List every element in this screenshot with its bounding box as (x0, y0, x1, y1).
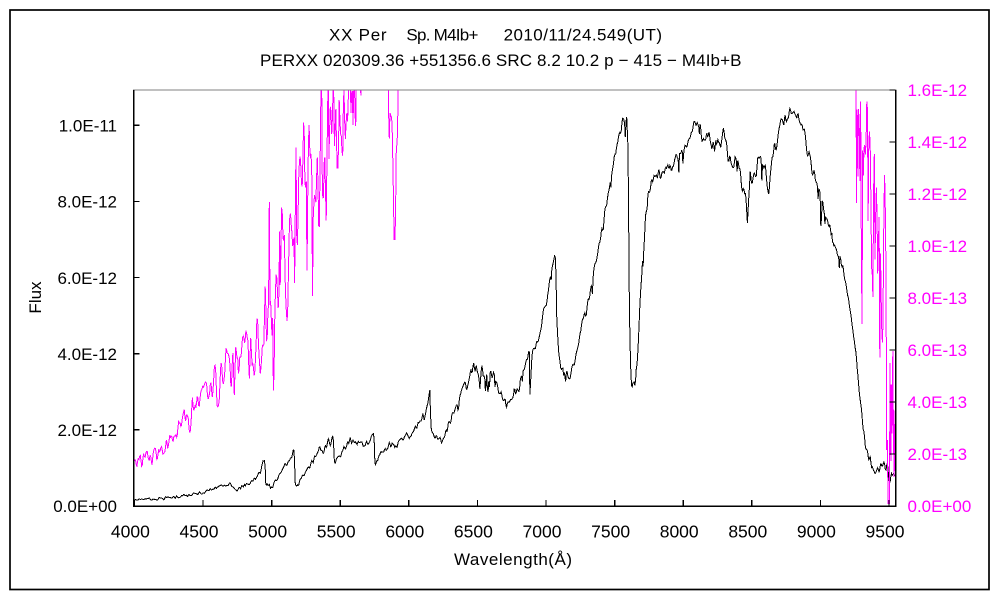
svg-text:7000: 7000 (523, 522, 562, 542)
svg-text:PERXX 020309.36 +551356.6 SRC: PERXX 020309.36 +551356.6 SRC 8.2 10.2 p… (260, 51, 742, 70)
svg-text:XX Per: XX Per (329, 26, 387, 45)
svg-text:4.0E-12: 4.0E-12 (57, 345, 117, 364)
svg-text:0.0E+00: 0.0E+00 (908, 497, 972, 516)
svg-text:1.0E-12: 1.0E-12 (908, 237, 968, 256)
svg-text:Wavelength(Å): Wavelength(Å) (454, 550, 572, 569)
svg-text:4.0E-13: 4.0E-13 (908, 393, 968, 412)
svg-text:9000: 9000 (797, 522, 836, 542)
svg-text:7500: 7500 (591, 522, 630, 542)
svg-text:6000: 6000 (385, 522, 424, 542)
svg-text:1.0E-11: 1.0E-11 (59, 116, 117, 135)
svg-text:1.2E-12: 1.2E-12 (908, 185, 968, 204)
svg-text:6500: 6500 (454, 522, 493, 542)
svg-text:1.4E-12: 1.4E-12 (908, 133, 968, 152)
svg-text:1.6E-12: 1.6E-12 (908, 81, 968, 100)
svg-text:8.0E-13: 8.0E-13 (908, 289, 968, 308)
svg-text:Flux: Flux (26, 281, 45, 314)
svg-text:5500: 5500 (317, 522, 356, 542)
svg-text:5000: 5000 (248, 522, 287, 542)
svg-text:2010/11/24.549(UT): 2010/11/24.549(UT) (504, 26, 662, 45)
svg-text:9500: 9500 (866, 522, 905, 542)
svg-text:8500: 8500 (728, 522, 767, 542)
svg-text:8.0E-12: 8.0E-12 (57, 193, 117, 212)
svg-text:2.0E-12: 2.0E-12 (57, 421, 117, 440)
svg-text:2.0E-13: 2.0E-13 (908, 445, 968, 464)
svg-text:Sp. M4Ib+: Sp. M4Ib+ (406, 26, 478, 45)
svg-text:4500: 4500 (180, 522, 219, 542)
svg-text:6.0E-13: 6.0E-13 (908, 341, 968, 360)
svg-text:4000: 4000 (111, 522, 150, 542)
svg-text:0.0E+00: 0.0E+00 (53, 497, 117, 516)
svg-text:6.0E-12: 6.0E-12 (57, 269, 117, 288)
svg-text:8000: 8000 (660, 522, 699, 542)
